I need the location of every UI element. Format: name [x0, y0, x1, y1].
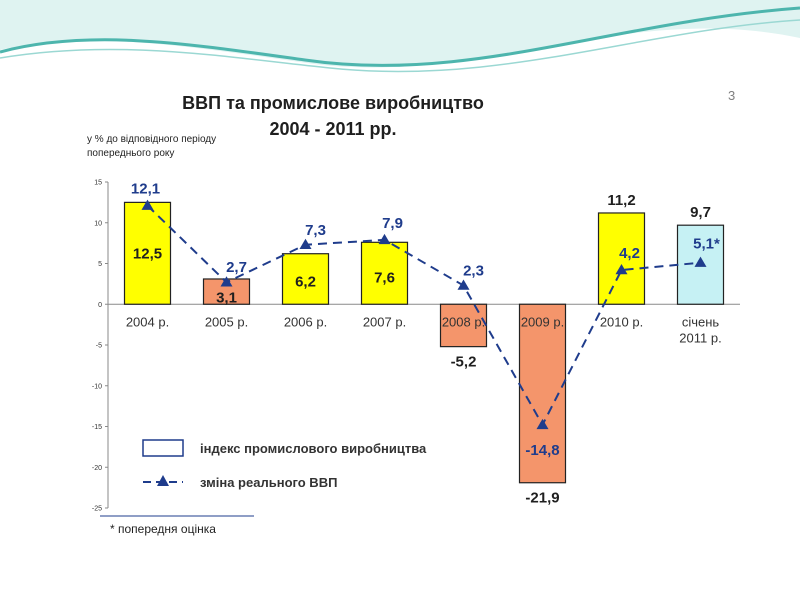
gdp-value-label: 2,7: [226, 259, 247, 276]
top-wave-accent: [0, 6, 800, 67]
gdp-point-7: [615, 264, 628, 275]
y-axis-label: у % до відповідного періоду попереднього…: [87, 134, 217, 159]
bar-3: [281, 253, 330, 305]
chart-panel: [83, 82, 745, 540]
gdp-point-2: [220, 276, 233, 287]
legend-line-marker: [157, 475, 169, 486]
y-tick-label: 0: [98, 302, 102, 309]
x-category-label-line2: 2011 р.: [679, 330, 721, 345]
gdp-value-label: 7,9: [382, 215, 403, 232]
bar-value-label: -5,2: [451, 354, 477, 371]
x-category-label: січень: [682, 314, 720, 329]
gdp-point-4: [378, 233, 391, 245]
legend-bar-swatch: [142, 439, 184, 457]
gdp-value-label: 12,1: [131, 181, 160, 198]
gdp-point-5: [457, 279, 470, 290]
legend-bar-label: індекс промислового виробництва: [200, 441, 427, 456]
top-wave-accent-2: [0, 19, 800, 73]
gdp-point-3: [299, 238, 312, 249]
y-tick-label: 5: [98, 261, 102, 268]
y-tick-label: -25: [92, 506, 102, 513]
bar-value-label: 11,2: [607, 192, 635, 209]
bar-value-label: 12,5: [133, 245, 162, 262]
bar-4: [360, 241, 409, 305]
gdp-value-label: 4,2: [619, 245, 640, 262]
chart-title-line: ВВП та промислове виробництво: [182, 93, 484, 113]
gdp-point-6: [536, 418, 549, 430]
gdp-value-label: 7,3: [305, 222, 326, 239]
bar-value-label: 3,1: [216, 289, 237, 306]
y-tick-label: -20: [92, 465, 102, 472]
gdp-point-1: [141, 199, 154, 210]
bar-value-label: 7,6: [374, 270, 395, 287]
top-wave-light: [0, 0, 800, 68]
y-tick-label: -10: [92, 383, 102, 390]
gdp-line: [146, 204, 701, 427]
y-tick-label: 15: [94, 180, 102, 187]
slide-number: 3: [728, 88, 736, 103]
gdp-value-label: -14,8: [525, 442, 559, 459]
chart-title: ВВП та промислове виробництво 2004 - 201…: [83, 90, 583, 142]
gdp-point-8: [694, 256, 707, 267]
x-category-label: 2004 р.: [126, 314, 169, 329]
y-tick-label: -15: [92, 424, 102, 431]
bar-value-label: -21,9: [525, 490, 559, 507]
legend-line-label: зміна реального ВВП: [200, 475, 337, 490]
x-category-label: 2008 р.: [442, 314, 485, 329]
x-category-label: 2006 р.: [284, 314, 327, 329]
chart-subtitle-line: 2004 - 2011 рр.: [269, 119, 397, 139]
y-tick-label: -5: [96, 343, 102, 350]
x-category-label: 2010 р.: [600, 314, 643, 329]
x-category-label: 2007 р.: [363, 314, 406, 329]
gdp-value-label: 5,1*: [693, 236, 720, 253]
bar-value-label: 6,2: [295, 274, 316, 291]
bar-value-label: 9,7: [690, 204, 711, 221]
x-category-label: 2009 р.: [521, 314, 564, 329]
footnote: * попередня оцінка: [110, 522, 216, 536]
bar-7: [597, 212, 646, 305]
y-tick-label: 10: [94, 220, 102, 227]
x-category-label: 2005 р.: [205, 314, 248, 329]
gdp-value-label: 2,3: [463, 263, 484, 280]
